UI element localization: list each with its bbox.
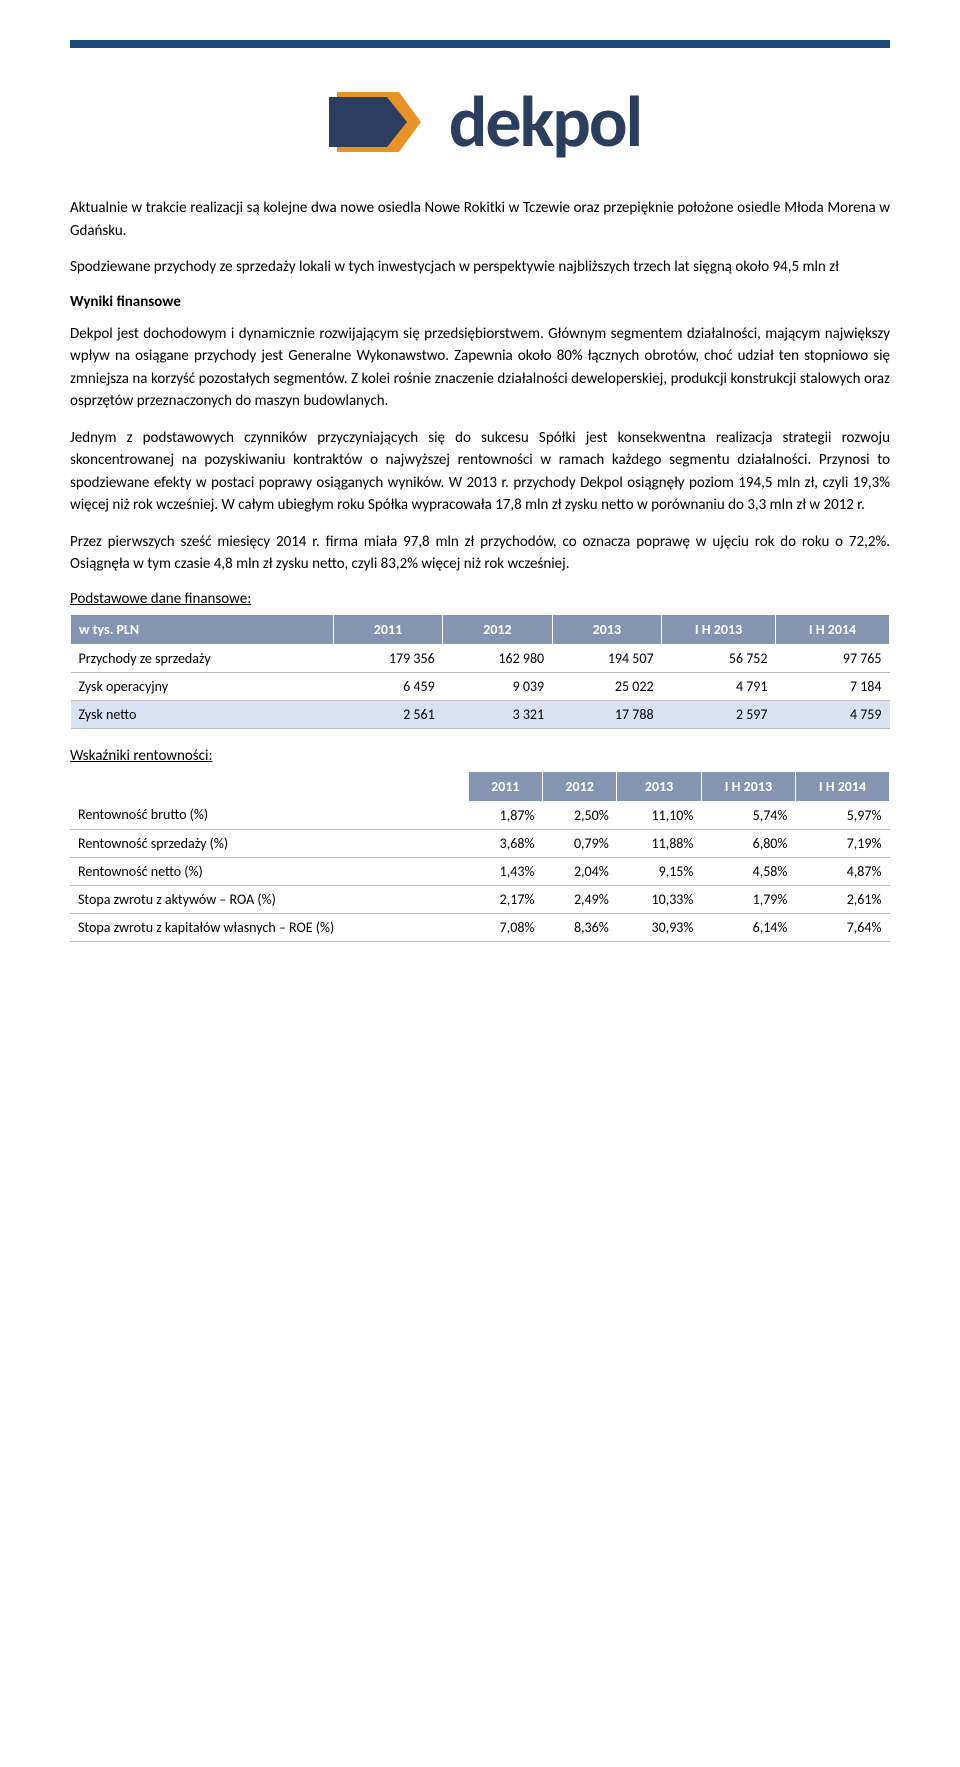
cell-value: 17 788 xyxy=(552,700,661,728)
row-label: Rentowność sprzedaży (%) xyxy=(70,829,468,857)
table-header: 2013 xyxy=(617,771,702,801)
row-label: Przychody ze sprzedaży xyxy=(71,644,334,672)
cell-value: 4,87% xyxy=(795,857,889,885)
cell-value: 162 980 xyxy=(443,644,552,672)
table-row: Przychody ze sprzedaży179 356162 980194 … xyxy=(71,644,890,672)
table-row: Rentowność sprzedaży (%)3,68%0,79%11,88%… xyxy=(70,829,890,857)
cell-value: 9 039 xyxy=(443,672,552,700)
row-label: Zysk netto xyxy=(71,700,334,728)
table-row: Stopa zwrotu z kapitałów własnych – ROE … xyxy=(70,913,890,941)
paragraph-4: Jednym z podstawowych czynników przyczyn… xyxy=(70,427,890,517)
cell-value: 5,74% xyxy=(701,801,795,829)
cell-value: 7,64% xyxy=(795,913,889,941)
cell-value: 2,61% xyxy=(795,885,889,913)
cell-value: 2 561 xyxy=(333,700,442,728)
table-row: Stopa zwrotu z aktywów – ROA (%)2,17%2,4… xyxy=(70,885,890,913)
cell-value: 8,36% xyxy=(542,913,616,941)
table-header: 2012 xyxy=(542,771,616,801)
cell-value: 97 765 xyxy=(776,644,890,672)
cell-value: 6 459 xyxy=(333,672,442,700)
cell-value: 179 356 xyxy=(333,644,442,672)
cell-value: 1,43% xyxy=(468,857,542,885)
cell-value: 194 507 xyxy=(552,644,661,672)
table-header: I H 2014 xyxy=(776,614,890,644)
cell-value: 1,79% xyxy=(701,885,795,913)
logo-mark-icon xyxy=(319,82,429,162)
table-header: 2011 xyxy=(468,771,542,801)
paragraph-3: Dekpol jest dochodowym i dynamicznie roz… xyxy=(70,323,890,413)
cell-value: 0,79% xyxy=(542,829,616,857)
cell-value: 7,08% xyxy=(468,913,542,941)
cell-value: 4,58% xyxy=(701,857,795,885)
row-label: Zysk operacyjny xyxy=(71,672,334,700)
table-header: I H 2014 xyxy=(795,771,889,801)
logo-text: dekpol xyxy=(449,78,641,166)
paragraph-1: Aktualnie w trakcie realizacji są kolejn… xyxy=(70,197,890,242)
cell-value: 10,33% xyxy=(617,885,702,913)
table-header: I H 2013 xyxy=(701,771,795,801)
row-label: Stopa zwrotu z aktywów – ROA (%) xyxy=(70,885,468,913)
cell-value: 9,15% xyxy=(617,857,702,885)
table-row: Zysk operacyjny6 4599 03925 0224 7917 18… xyxy=(71,672,890,700)
cell-value: 5,97% xyxy=(795,801,889,829)
cell-value: 3,68% xyxy=(468,829,542,857)
label-profitability-ratios: Wskaźniki rentowności: xyxy=(70,747,890,765)
table-header xyxy=(70,771,468,801)
table-row: Rentowność netto (%)1,43%2,04%9,15%4,58%… xyxy=(70,857,890,885)
company-logo: dekpol xyxy=(70,78,890,167)
top-bar xyxy=(70,40,890,48)
row-label: Rentowność netto (%) xyxy=(70,857,468,885)
cell-value: 1,87% xyxy=(468,801,542,829)
cell-value: 4 759 xyxy=(776,700,890,728)
cell-value: 2,50% xyxy=(542,801,616,829)
cell-value: 2 597 xyxy=(662,700,776,728)
cell-value: 7 184 xyxy=(776,672,890,700)
row-label: Rentowność brutto (%) xyxy=(70,801,468,829)
cell-value: 56 752 xyxy=(662,644,776,672)
heading-financial-results: Wyniki finansowe xyxy=(70,293,890,311)
table-row: Rentowność brutto (%)1,87%2,50%11,10%5,7… xyxy=(70,801,890,829)
paragraph-5: Przez pierwszych sześć miesięcy 2014 r. … xyxy=(70,531,890,576)
cell-value: 11,10% xyxy=(617,801,702,829)
table-header: I H 2013 xyxy=(662,614,776,644)
profitability-ratios-table: 201120122013I H 2013I H 2014Rentowność b… xyxy=(70,771,890,942)
cell-value: 3 321 xyxy=(443,700,552,728)
row-label: Stopa zwrotu z kapitałów własnych – ROE … xyxy=(70,913,468,941)
financial-data-table: w tys. PLN201120122013I H 2013I H 2014Pr… xyxy=(70,614,890,729)
cell-value: 25 022 xyxy=(552,672,661,700)
cell-value: 4 791 xyxy=(662,672,776,700)
cell-value: 30,93% xyxy=(617,913,702,941)
table-header: w tys. PLN xyxy=(71,614,334,644)
cell-value: 2,04% xyxy=(542,857,616,885)
cell-value: 11,88% xyxy=(617,829,702,857)
cell-value: 2,17% xyxy=(468,885,542,913)
table-row: Zysk netto2 5613 32117 7882 5974 759 xyxy=(71,700,890,728)
table-header: 2012 xyxy=(443,614,552,644)
cell-value: 6,14% xyxy=(701,913,795,941)
table-header: 2013 xyxy=(552,614,661,644)
cell-value: 7,19% xyxy=(795,829,889,857)
cell-value: 6,80% xyxy=(701,829,795,857)
table-header: 2011 xyxy=(333,614,442,644)
label-basic-financial-data: Podstawowe dane finansowe: xyxy=(70,590,890,608)
paragraph-2: Spodziewane przychody ze sprzedaży lokal… xyxy=(70,256,890,279)
cell-value: 2,49% xyxy=(542,885,616,913)
